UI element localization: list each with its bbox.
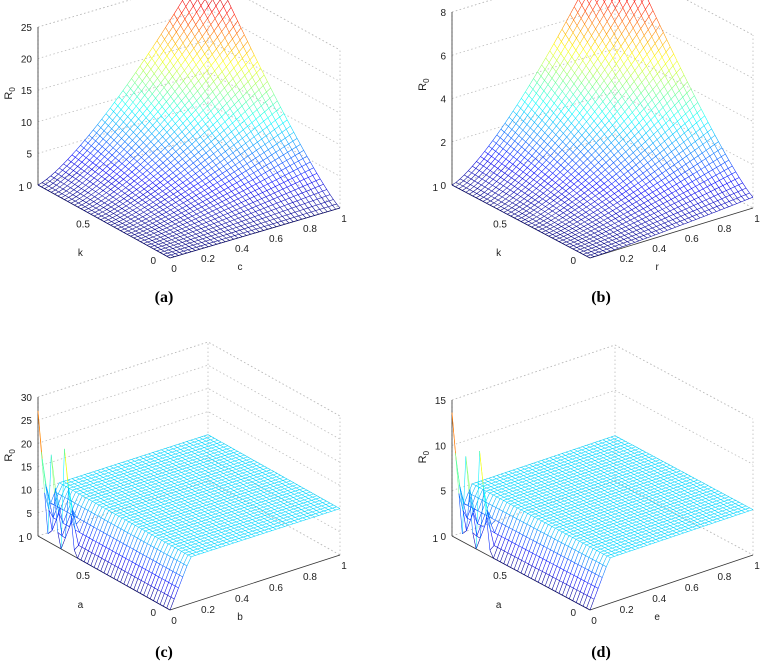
x-tick-label: 0.8 xyxy=(717,224,731,235)
x-tick-label: 0.4 xyxy=(235,594,249,605)
surface-mesh xyxy=(451,412,754,611)
z-label-main: R xyxy=(3,92,15,100)
x-tick-label: 0 xyxy=(171,616,177,627)
y-axis-label: k xyxy=(78,248,84,259)
x-tick-label: 0.8 xyxy=(303,572,317,583)
y-tick-label: 0.5 xyxy=(493,220,507,231)
z-tick-label: 5 xyxy=(26,149,32,160)
z-tick-label: 5 xyxy=(440,487,446,498)
z-tick-label: 10 xyxy=(435,441,447,452)
z-tick-label: 0 xyxy=(26,532,32,543)
x-tick-label: 0.8 xyxy=(303,224,317,235)
x-tick-label: 0.2 xyxy=(201,254,215,265)
z-label-sub: 0 xyxy=(8,87,17,92)
panel-caption: (c) xyxy=(155,644,173,661)
x-axis xyxy=(169,554,341,611)
z-tick-label: 25 xyxy=(21,23,33,34)
y-tick-label: 1 xyxy=(18,534,24,545)
y-tick-label: 0 xyxy=(150,608,156,619)
x-tick-label: 1 xyxy=(341,214,347,225)
x-tick-label: 0.4 xyxy=(235,244,249,255)
x-axis-label: b xyxy=(237,612,243,623)
x-tick-label: 0 xyxy=(591,616,597,627)
x-tick-label: 0.4 xyxy=(652,244,666,255)
y-tick-label: 0 xyxy=(150,256,156,267)
z-tick-label: 30 xyxy=(21,393,33,404)
x-tick-label: 0.2 xyxy=(201,605,215,616)
z-tick-label: 0 xyxy=(26,181,32,192)
y-axis-label: a xyxy=(78,600,84,611)
x-axis-label: e xyxy=(654,612,660,623)
z-label-sub: 0 xyxy=(422,78,431,83)
z-label-sub: 0 xyxy=(422,450,431,455)
z-tick-label: 25 xyxy=(21,416,33,427)
x-tick-label: 0.2 xyxy=(620,254,634,265)
x-tick-label: 0.6 xyxy=(269,234,283,245)
y-tick-label: 1 xyxy=(432,183,438,194)
z-label-main: R xyxy=(417,83,429,91)
z-tick-label: 15 xyxy=(435,396,447,407)
z-tick-label: 20 xyxy=(21,439,33,450)
grid xyxy=(451,0,754,209)
z-axis-label: R0 xyxy=(417,78,431,91)
surface-mesh xyxy=(451,0,754,259)
x-axis xyxy=(589,207,754,259)
grid xyxy=(451,344,754,556)
z-tick-label: 0 xyxy=(440,181,446,192)
y-tick-label: 0 xyxy=(570,608,576,619)
y-tick-label: 0.5 xyxy=(76,571,90,582)
z-label-main: R xyxy=(417,455,429,463)
z-tick-label: 0 xyxy=(440,532,446,543)
x-tick-label: 1 xyxy=(341,561,347,572)
z-label-sub: 0 xyxy=(8,449,17,454)
y-tick-label: 0.5 xyxy=(493,571,507,582)
z-label-main: R xyxy=(3,454,15,462)
y-tick-label: 1 xyxy=(18,183,24,194)
x-tick-label: 0 xyxy=(171,264,177,275)
surface-mesh xyxy=(37,0,341,259)
x-tick-label: 0.2 xyxy=(620,605,634,616)
x-tick-label: 0.6 xyxy=(269,583,283,594)
z-tick-label: 4 xyxy=(440,95,446,106)
z-tick-label: 10 xyxy=(21,486,33,497)
x-tick-label: 1 xyxy=(754,561,760,572)
z-tick-label: 5 xyxy=(26,509,32,520)
z-tick-label: 10 xyxy=(21,118,33,129)
z-tick-label: 2 xyxy=(440,138,446,149)
z-tick-label: 15 xyxy=(21,86,33,97)
x-tick-label: 0.6 xyxy=(685,583,699,594)
y-tick-label: 0.5 xyxy=(76,220,90,231)
z-tick-label: 6 xyxy=(440,51,446,62)
y-axis-label: a xyxy=(496,600,502,611)
x-tick-label: 1 xyxy=(754,214,760,225)
x-axis-label: c xyxy=(238,262,243,273)
panel-caption: (a) xyxy=(155,289,174,306)
y-axis-label: k xyxy=(496,248,502,259)
z-tick-label: 20 xyxy=(21,55,33,66)
x-axis-label: r xyxy=(656,262,660,273)
z-axis-label: R0 xyxy=(3,87,17,100)
z-tick-label: 8 xyxy=(440,8,446,19)
x-tick-label: 0.8 xyxy=(717,572,731,583)
x-axis xyxy=(589,554,754,611)
panel-caption: (b) xyxy=(591,289,611,306)
y-tick-label: 1 xyxy=(432,534,438,545)
panel-caption: (d) xyxy=(591,644,611,661)
z-axis-label: R0 xyxy=(417,450,431,463)
x-tick-label: 0.6 xyxy=(685,234,699,245)
z-axis-label: R0 xyxy=(3,449,17,462)
y-tick-label: 0 xyxy=(570,256,576,267)
surface-mesh xyxy=(37,410,341,611)
z-tick-label: 15 xyxy=(21,463,33,474)
x-tick-label: 0.4 xyxy=(652,594,666,605)
